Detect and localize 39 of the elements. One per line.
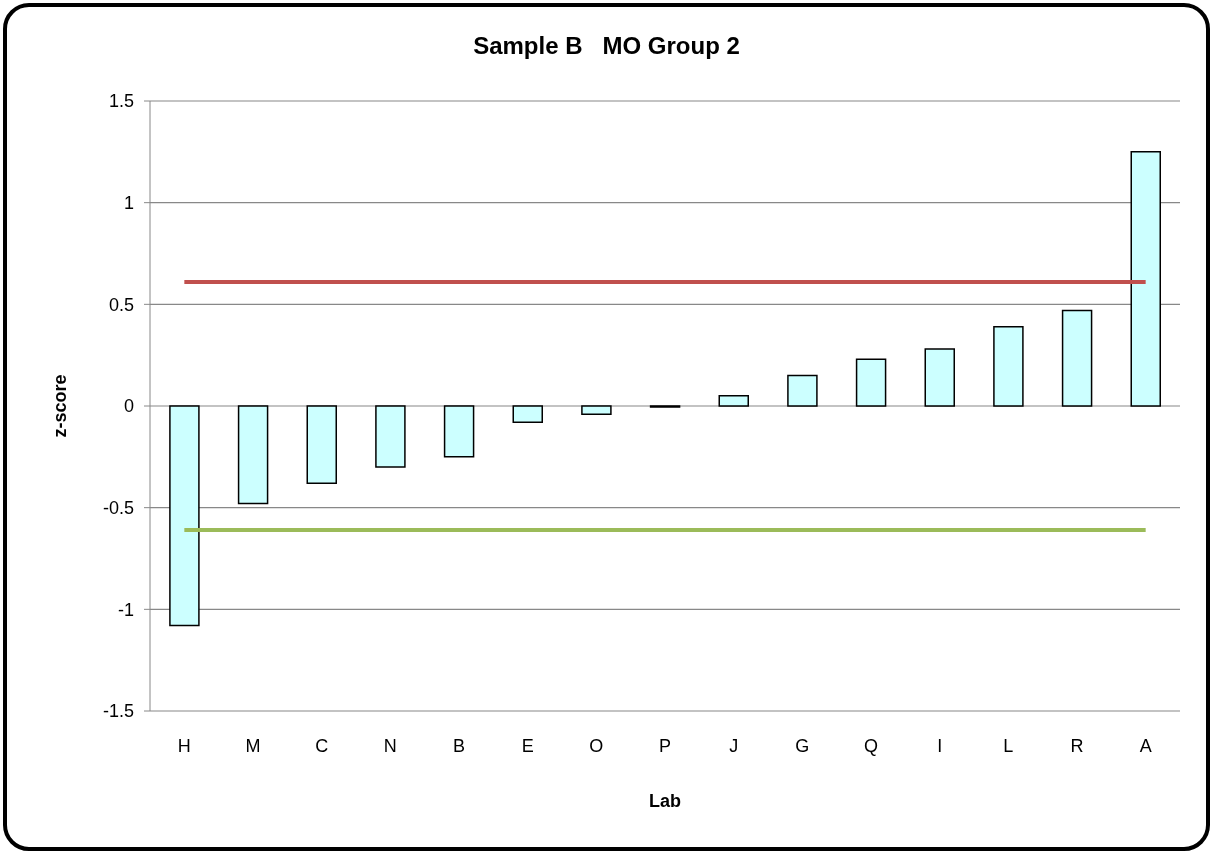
x-tick-label: I [937, 735, 943, 756]
y-tick-label: -0.5 [102, 498, 134, 519]
x-tick-label: G [795, 735, 810, 756]
bar [581, 405, 612, 415]
bar [787, 374, 818, 407]
bar [924, 348, 955, 407]
x-tick-label: C [315, 735, 329, 756]
y-tick-label: 0.5 [108, 294, 134, 315]
y-tick-label: -1.5 [102, 701, 134, 722]
y-tick-label: 0 [123, 396, 134, 417]
y-tick-label: -1 [117, 599, 134, 620]
y-tick-label: 1 [123, 193, 134, 214]
chart-title: Sample B MO Group 2 [472, 32, 741, 60]
bar [169, 405, 200, 627]
x-tick-label: Q [863, 735, 879, 756]
bar [306, 405, 337, 485]
y-axis-title: z-score [50, 374, 71, 438]
bar [993, 325, 1024, 407]
x-tick-label: A [1139, 735, 1152, 756]
bar [443, 405, 475, 458]
x-tick-label: L [1003, 735, 1014, 756]
bar [375, 405, 406, 468]
bar [1061, 309, 1093, 407]
bar [237, 405, 269, 505]
x-tick-label: J [729, 735, 739, 756]
bar [1130, 151, 1161, 407]
x-tick-label: E [521, 735, 534, 756]
bar [855, 358, 887, 407]
x-tick-label: P [658, 735, 672, 756]
bar [512, 405, 543, 424]
x-tick-label: B [452, 735, 466, 756]
x-tick-label: O [589, 735, 604, 756]
x-tick-label: H [177, 735, 191, 756]
x-tick-label: M [245, 735, 261, 756]
x-tick-label: N [383, 735, 397, 756]
bar [718, 395, 749, 407]
x-tick-label: R [1070, 735, 1084, 756]
x-axis-title: Lab [648, 791, 682, 811]
y-tick-label: 1.5 [108, 91, 134, 112]
